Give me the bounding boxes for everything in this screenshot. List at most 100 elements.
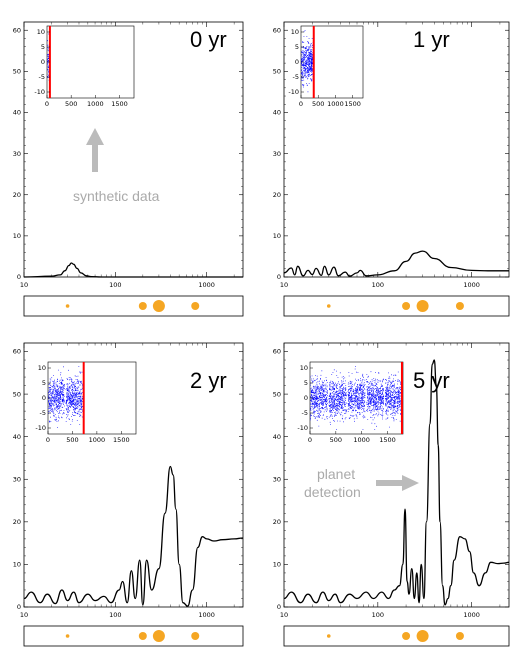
inset-y-tick-label: -5 [39,73,45,81]
y-tick-label: 40 [13,109,21,117]
time-span-label: 1 yr [413,27,450,52]
up-arrow-icon [86,128,104,172]
x-tick-label: 1000 [463,611,480,619]
inset-frame [47,361,137,435]
planet-dot [326,304,331,308]
y-tick-label: 0 [17,273,21,281]
y-tick-label: 20 [273,518,281,526]
y-tick-label: 10 [13,232,21,240]
inset-x-tick-label: 500 [312,100,324,108]
inset-y-tick-label: -10 [288,88,299,96]
x-tick-label: 10 [20,611,28,619]
inset-y-tick-label: 10 [38,364,46,372]
inset-x-tick-label: 1000 [327,100,344,108]
planet-dot [65,634,70,638]
rv-scatter-points [347,366,366,430]
inset-y-tick-label: 10 [291,28,299,36]
inset-x-tick-label: 0 [45,100,49,108]
periodogram-line [23,262,243,278]
inset-x-tick-label: 1000 [89,436,106,444]
planet-strip [23,625,244,647]
x-tick-label: 1000 [463,281,480,289]
planet-dot [455,302,464,310]
inset-rv-timeseries: 0 500 1000 1500 -10 -5 0 5 10 [35,361,137,444]
y-tick-label: 20 [13,191,21,199]
y-tick-label: 60 [13,348,21,356]
inset-y-tick-label: 5 [304,379,308,387]
planet-label: planet [317,466,355,482]
time-span-label: 5 yr [413,368,450,393]
y-tick-label: 50 [273,390,281,398]
inset-x-tick-label: 0 [308,436,312,444]
inset-x-tick-label: 1500 [111,100,128,108]
inset-x-tick-label: 1500 [379,436,396,444]
planet-dot [402,632,411,640]
planet-dot [65,304,70,308]
right-arrow-icon [376,475,419,491]
planet-dot [191,632,200,640]
time-span-label: 2 yr [190,368,227,393]
y-tick-label: 50 [13,390,21,398]
inset-x-tick-label: 1500 [344,100,361,108]
planet-dot [416,300,429,312]
y-tick-label: 20 [273,191,281,199]
plot-frame [283,342,510,608]
y-tick-label: 40 [13,433,21,441]
rv-scatter-points [384,371,402,428]
y-tick-label: 60 [273,348,281,356]
inset-y-tick-label: 10 [37,28,45,36]
rv-scatter-points [48,366,65,428]
inset-y-tick-label: 0 [42,394,46,402]
y-tick-label: 50 [273,68,281,76]
planet-strip [283,625,510,647]
time-span-label: 0 yr [190,27,227,52]
y-tick-label: 20 [13,518,21,526]
x-tick-label: 100 [109,281,121,289]
inset-y-tick-label: 0 [41,58,45,66]
inset-x-tick-label: 500 [66,436,78,444]
detection-label: detection [304,484,361,500]
y-tick-label: 0 [277,273,281,281]
y-tick-label: 40 [273,109,281,117]
y-tick-label: 30 [273,150,281,158]
plot-frame [23,342,244,608]
x-tick-label: 1000 [198,611,215,619]
inset-x-tick-label: 1000 [353,436,370,444]
planet-detection-annotation: planet detection [304,466,419,500]
planet-dot [402,302,411,310]
rv-scatter-points [65,366,83,425]
periodogram-line [283,359,510,606]
planet-dot [416,630,429,642]
x-tick-label: 100 [372,281,384,289]
planet-dot [326,634,331,638]
y-tick-label: 30 [13,475,21,483]
y-tick-label: 10 [273,561,281,569]
inset-y-tick-label: -5 [40,409,46,417]
inset-y-tick-label: -10 [34,88,45,96]
inset-x-tick-label: 0 [46,436,50,444]
inset-x-tick-label: 1500 [113,436,130,444]
planet-dot [152,300,165,312]
inset-x-tick-label: 500 [330,436,342,444]
inset-y-tick-label: 5 [42,379,46,387]
rv-scatter-points [310,370,328,427]
inset-x-tick-label: 1000 [87,100,104,108]
inset-y-tick-label: -5 [302,409,308,417]
inset-y-tick-label: -10 [35,424,46,432]
y-tick-label: 0 [17,603,21,611]
y-tick-label: 30 [273,475,281,483]
periodogram-line [283,250,509,277]
rv-scatter-points [328,369,347,430]
inset-x-tick-label: 0 [299,100,303,108]
y-tick-label: 30 [13,150,21,158]
inset-y-tick-label: -10 [297,424,308,432]
y-tick-label: 50 [13,68,21,76]
inset-y-tick-label: 0 [304,394,308,402]
